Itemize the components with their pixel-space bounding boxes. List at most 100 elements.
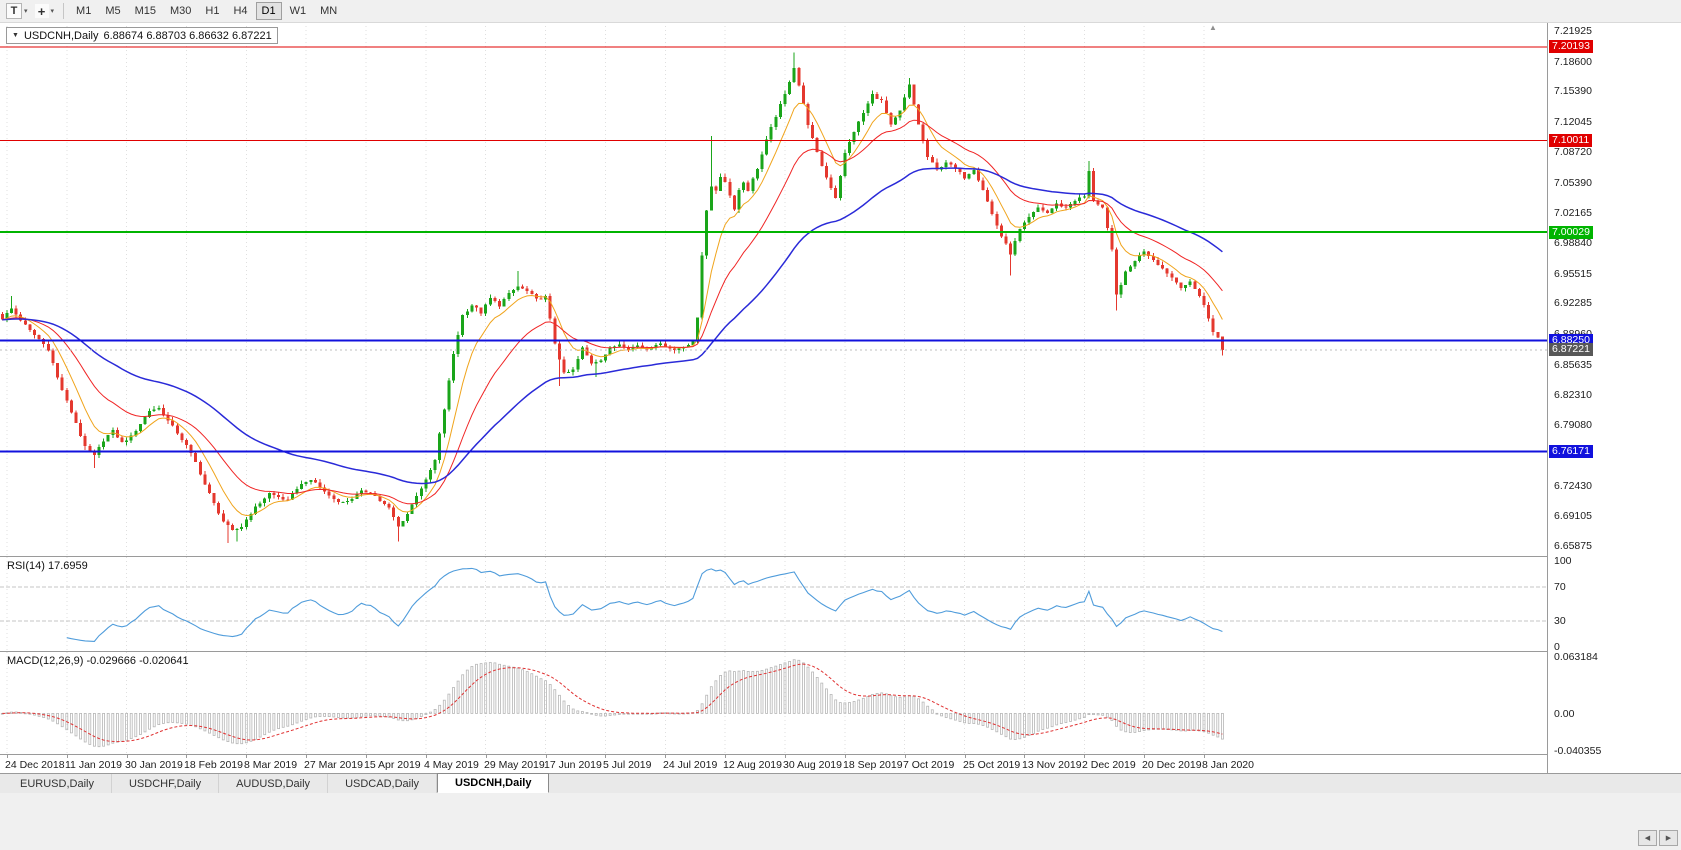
level-price-badge: 7.10011 xyxy=(1549,134,1593,147)
date-tick-mark xyxy=(665,755,666,758)
chevron-down-icon[interactable]: ▾ xyxy=(50,8,55,15)
price-tick-label: 6.72430 xyxy=(1554,480,1592,492)
price-tick-label: 6.82310 xyxy=(1554,389,1592,401)
price-chart-canvas[interactable] xyxy=(0,22,1547,556)
date-tick-mark xyxy=(725,755,726,758)
macd-tick-label: 0.00 xyxy=(1554,708,1575,720)
date-tick-mark xyxy=(486,755,487,758)
time-scale[interactable]: 24 Dec 2018 11 Jan 2019 30 Jan 2019 18 Feb … xyxy=(0,755,1547,773)
date-tick-mark xyxy=(1204,755,1205,758)
date-tick-mark xyxy=(67,755,68,758)
date-tick-mark xyxy=(127,755,128,758)
date-label: 8 Jan 2020 xyxy=(1202,759,1254,771)
date-label: 30 Aug 2019 xyxy=(783,759,842,771)
price-tick-label: 7.15390 xyxy=(1554,85,1592,97)
tab-scroll-left-button[interactable]: ◀ xyxy=(1638,830,1657,846)
timeframe-button-h1[interactable]: H1 xyxy=(205,5,220,17)
date-label: 29 May 2019 xyxy=(484,759,545,771)
date-tick-mark xyxy=(785,755,786,758)
price-tick-label: 6.95515 xyxy=(1554,268,1592,280)
date-tick-mark xyxy=(965,755,966,758)
panel-divider[interactable] xyxy=(0,556,1681,557)
price-tick-label: 6.79080 xyxy=(1554,419,1592,431)
timeframe-button-m30[interactable]: M30 xyxy=(170,5,192,17)
chart-shift-marker-icon: ▲ xyxy=(1209,23,1217,32)
macd-indicator-label: MACD(12,26,9) -0.029666 -0.020641 xyxy=(7,655,189,667)
date-label: 25 Oct 2019 xyxy=(963,759,1021,771)
timeframe-button-mn[interactable]: MN xyxy=(320,5,338,17)
tab-scroll-buttons: ◀ ▶ xyxy=(1638,830,1678,846)
pointer-tool-icon: T xyxy=(6,3,22,19)
price-tick-label: 7.12045 xyxy=(1554,116,1592,128)
chart-tab-usdchf-daily[interactable]: USDCHF,Daily xyxy=(112,774,220,793)
date-label: 27 Mar 2019 xyxy=(304,759,363,771)
date-label: 18 Sep 2019 xyxy=(843,759,903,771)
date-label: 2 Dec 2019 xyxy=(1082,759,1136,771)
date-tick-mark xyxy=(366,755,367,758)
date-label: 7 Oct 2019 xyxy=(903,759,955,771)
chart-tab-audusd-daily[interactable]: AUDUSD,Daily xyxy=(219,774,329,793)
status-area: ◀ ▶ xyxy=(0,792,1681,850)
date-label: 5 Jul 2019 xyxy=(603,759,652,771)
date-label: 13 Nov 2019 xyxy=(1022,759,1082,771)
price-tick-label: 6.65875 xyxy=(1554,540,1592,552)
date-tick-mark xyxy=(845,755,846,758)
date-label: 20 Dec 2019 xyxy=(1142,759,1202,771)
crosshair-icon: + xyxy=(34,4,49,19)
date-label: 18 Feb 2019 xyxy=(184,759,243,771)
macd-tick-label: 0.063184 xyxy=(1554,651,1598,663)
price-tick-label: 6.69105 xyxy=(1554,510,1592,522)
level-price-badge: 7.00029 xyxy=(1549,226,1593,239)
tab-scroll-right-button[interactable]: ▶ xyxy=(1659,830,1678,846)
date-label: 12 Aug 2019 xyxy=(723,759,782,771)
date-label: 15 Apr 2019 xyxy=(364,759,421,771)
collapse-icon: ▼ xyxy=(12,32,19,39)
timeframe-button-h4[interactable]: H4 xyxy=(233,5,248,17)
chart-tab-usdcad-daily[interactable]: USDCAD,Daily xyxy=(328,774,438,793)
chevron-down-icon[interactable]: ▾ xyxy=(24,8,28,15)
rsi-chart-canvas[interactable] xyxy=(0,557,1547,651)
rsi-tick-label: 100 xyxy=(1554,555,1572,567)
timeframe-button-m5[interactable]: M5 xyxy=(105,5,121,17)
macd-tick-label: -0.040355 xyxy=(1554,745,1602,757)
price-tick-label: 6.98840 xyxy=(1554,237,1592,249)
price-tick-label: 7.18600 xyxy=(1554,56,1592,68)
date-tick-mark xyxy=(546,755,547,758)
price-scale[interactable]: 7.21925 7.18600 7.15390 7.12045 7.08720 7.053… xyxy=(1547,22,1681,773)
price-tick-label: 7.05390 xyxy=(1554,177,1592,189)
date-label: 11 Jan 2019 xyxy=(65,759,123,771)
timeframe-button-m15[interactable]: M15 xyxy=(134,5,156,17)
toolbar: T ▾ + ▾ M1 M5 M15 M30 H1 H4 D1 W1 MN xyxy=(0,0,1681,23)
date-tick-mark xyxy=(426,755,427,758)
date-tick-mark xyxy=(905,755,906,758)
level-price-badge: 7.20193 xyxy=(1549,40,1593,53)
rsi-tick-label: 0 xyxy=(1554,641,1560,653)
date-tick-mark xyxy=(1024,755,1025,758)
current-price-badge: 6.87221 xyxy=(1549,343,1593,356)
macd-chart-canvas[interactable] xyxy=(0,652,1547,754)
date-tick-mark xyxy=(186,755,187,758)
toolbar-separator xyxy=(63,3,65,19)
date-tick-mark xyxy=(7,755,8,758)
timeframe-button-w1[interactable]: W1 xyxy=(289,5,307,17)
rsi-tick-label: 30 xyxy=(1554,615,1566,627)
date-label: 8 Mar 2019 xyxy=(244,759,298,771)
date-tick-mark xyxy=(246,755,247,758)
timeframe-button-d1[interactable]: D1 xyxy=(255,2,282,20)
chart-ohlc-values: 6.88674 6.88703 6.86632 6.87221 xyxy=(103,29,272,42)
date-tick-mark xyxy=(1144,755,1145,758)
chart-tab-bar: EURUSD,Daily USDCHF,Daily AUDUSD,Daily USDC… xyxy=(0,773,1681,793)
date-tick-mark xyxy=(1084,755,1085,758)
timeframe-button-m1[interactable]: M1 xyxy=(76,5,92,17)
pointer-tool-button[interactable]: T ▾ xyxy=(3,2,31,20)
crosshair-tool-button[interactable]: + ▾ xyxy=(32,2,58,20)
chart-info-bar[interactable]: ▼ USDCNH,Daily 6.88674 6.88703 6.86632 6… xyxy=(6,27,278,44)
panel-divider[interactable] xyxy=(0,651,1681,652)
chart-tab-eurusd-daily[interactable]: EURUSD,Daily xyxy=(3,774,112,793)
price-tick-label: 7.08720 xyxy=(1554,146,1592,158)
chart-symbol-label: USDCNH,Daily xyxy=(23,29,99,42)
price-tick-label: 7.21925 xyxy=(1554,25,1592,37)
chart-tab-usdcnh-daily[interactable]: USDCNH,Daily xyxy=(437,773,550,793)
date-tick-mark xyxy=(605,755,606,758)
